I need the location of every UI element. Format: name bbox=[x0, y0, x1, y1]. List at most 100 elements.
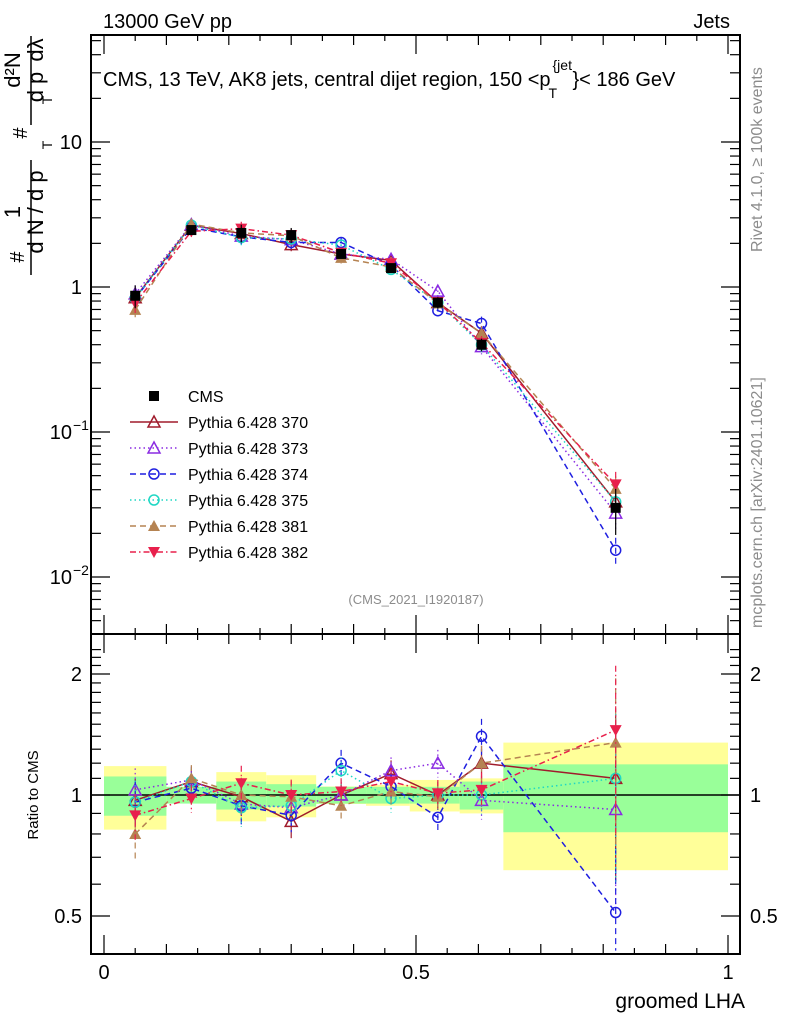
x-axis-label: groomed LHA bbox=[615, 990, 745, 1013]
ratio-tick-label: 1 bbox=[71, 785, 82, 807]
y-tick-label: 10 bbox=[50, 422, 72, 444]
ratio-tick-label-right: 0.5 bbox=[750, 906, 778, 928]
circle-marker bbox=[609, 906, 622, 919]
y-tick-label: 10 bbox=[60, 132, 82, 154]
legend-entry: Pythia 6.428 382 bbox=[130, 545, 308, 562]
ratio-panel: 2 2 1 1 0.5 0.5 bbox=[54, 633, 778, 955]
ratio-tick-label: 0.5 bbox=[54, 906, 82, 928]
ratio-tick-label-right: 2 bbox=[750, 664, 761, 686]
square-marker bbox=[610, 502, 621, 513]
title-subscript: T bbox=[549, 85, 558, 101]
filled-triangle-marker bbox=[185, 772, 198, 784]
x-axis-ticks: 0 0.5 1 bbox=[98, 36, 734, 984]
down-triangle-marker bbox=[285, 790, 298, 801]
down-triangle-marker bbox=[148, 547, 160, 558]
series-line bbox=[134, 223, 617, 490]
x-tick-label: 0.5 bbox=[402, 962, 430, 984]
circle-marker bbox=[475, 730, 488, 743]
filled-triangle-marker bbox=[129, 827, 142, 839]
triangle-marker bbox=[146, 414, 162, 428]
legend-entry: Pythia 6.428 373 bbox=[130, 440, 308, 458]
down-triangle-marker bbox=[235, 778, 248, 790]
header-left: 13000 GeV pp bbox=[103, 11, 232, 33]
y-label-d2N: d²N bbox=[0, 52, 25, 87]
legend-label: Pythia 6.428 382 bbox=[188, 545, 308, 562]
triangle-marker bbox=[430, 755, 446, 769]
y-label-hash-2: # bbox=[10, 127, 32, 139]
down-triangle-marker bbox=[185, 793, 198, 805]
legend-label: CMS bbox=[188, 389, 224, 406]
legend-label: Pythia 6.428 370 bbox=[188, 415, 308, 432]
y-label-numerator: 1 bbox=[0, 206, 25, 218]
down-triangle-marker bbox=[129, 810, 142, 822]
filled-triangle-marker bbox=[148, 520, 160, 531]
square-marker bbox=[130, 290, 141, 301]
legend-label: Pythia 6.428 373 bbox=[188, 441, 308, 458]
down-triangle-marker bbox=[609, 479, 622, 491]
legend-entry: Pythia 6.428 374 bbox=[130, 467, 308, 484]
filled-triangle-marker bbox=[475, 327, 488, 339]
x-tick-label: 0 bbox=[98, 962, 109, 984]
ratio-y-axis-label: Ratio to CMS bbox=[25, 750, 42, 839]
analysis-label: (CMS_2021_I1920187) bbox=[348, 592, 483, 607]
square-marker bbox=[286, 230, 297, 241]
x-tick-label: 1 bbox=[722, 962, 733, 984]
cms-data-points bbox=[130, 224, 621, 535]
legend: CMS Pythia 6.428 370 Pythia 6.428 373 Pythi… bbox=[130, 389, 308, 562]
ratio-frame bbox=[90, 633, 741, 955]
filled-triangle-marker bbox=[609, 736, 622, 748]
mcplots-label: mcplots.cern.ch [arXiv:2401.10621] bbox=[749, 377, 766, 628]
ratio-tick-label-right: 1 bbox=[750, 785, 761, 807]
square-marker bbox=[432, 297, 443, 308]
square-marker bbox=[149, 391, 159, 401]
ratio-tick-label: 2 bbox=[71, 664, 82, 686]
title-suffix: }< 186 GeV bbox=[573, 69, 677, 91]
triangle-marker bbox=[146, 440, 162, 454]
legend-entry: Pythia 6.428 375 bbox=[130, 493, 308, 510]
ratio-series bbox=[127, 665, 623, 951]
circle-marker bbox=[432, 811, 444, 824]
y-label-dlambda: dλ bbox=[23, 38, 48, 61]
square-marker bbox=[336, 248, 347, 259]
rivet-label: Rivet 4.1.0, ≥ 100k events bbox=[749, 67, 766, 252]
y-label-sub-T: T bbox=[39, 140, 55, 149]
header-right: Jets bbox=[693, 11, 730, 33]
ratio-y-ticks: 2 2 1 1 0.5 0.5 bbox=[54, 648, 778, 928]
y-label-denominator: d N / d p bbox=[23, 170, 48, 253]
legend-label: Pythia 6.428 381 bbox=[188, 519, 308, 536]
circle-marker bbox=[148, 468, 160, 480]
down-triangle-marker bbox=[609, 725, 622, 737]
circle-marker bbox=[148, 494, 160, 506]
series-line bbox=[134, 224, 617, 503]
legend-entry: CMS bbox=[149, 389, 224, 406]
plot-title: CMS, 13 TeV, AK8 jets, central dijet reg… bbox=[103, 57, 676, 101]
uncertainty-bands bbox=[104, 742, 728, 871]
legend-entry: Pythia 6.428 370 bbox=[130, 414, 308, 432]
y-tick-label: 10 bbox=[50, 567, 72, 589]
triangle-marker bbox=[430, 283, 446, 297]
ratio-line bbox=[134, 769, 616, 809]
square-marker bbox=[186, 225, 197, 236]
legend-label: Pythia 6.428 375 bbox=[188, 493, 308, 510]
y-tick-label-exponent: −1 bbox=[73, 417, 89, 433]
series-line bbox=[134, 224, 617, 503]
down-triangle-marker bbox=[335, 786, 348, 798]
down-triangle-marker bbox=[385, 776, 398, 788]
legend-entry: Pythia 6.428 381 bbox=[130, 519, 308, 536]
legend-label: Pythia 6.428 374 bbox=[188, 467, 308, 484]
title-superscript: {jet bbox=[553, 57, 573, 73]
series-line bbox=[134, 223, 617, 514]
circle-marker bbox=[609, 544, 622, 556]
title-prefix: CMS, 13 TeV, AK8 jets, central dijet reg… bbox=[103, 69, 551, 91]
square-marker bbox=[236, 227, 247, 238]
down-triangle-marker bbox=[431, 788, 444, 800]
y-label-sub-T-2: T bbox=[39, 95, 55, 104]
y-label-hash: # bbox=[7, 251, 29, 263]
down-triangle-marker bbox=[475, 784, 488, 796]
y-tick-label-exponent: −2 bbox=[73, 562, 89, 578]
square-marker bbox=[386, 263, 397, 274]
